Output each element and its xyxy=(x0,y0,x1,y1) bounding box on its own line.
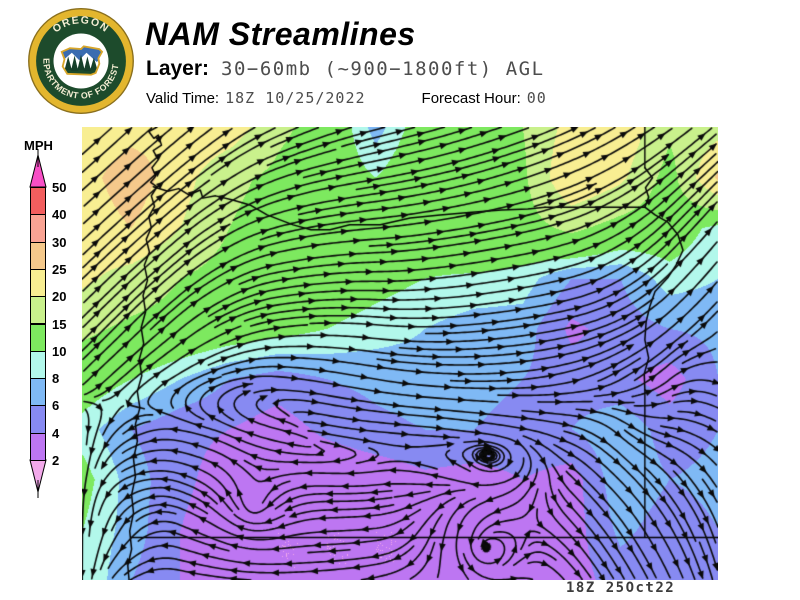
legend-tick-label: 30 xyxy=(52,234,67,250)
legend-band xyxy=(30,241,46,270)
forecast-hour-value: 00 xyxy=(526,89,547,107)
layer-row: Layer: 30−60mb (~900−1800ft) AGL xyxy=(146,57,545,81)
wind-speed-legend: MPH 50 40 30 25 20 15 10 8 6 4 2 xyxy=(18,138,82,503)
legend-tick-label: 4 xyxy=(52,425,60,441)
legend-band xyxy=(30,405,46,434)
logo-oregon-scene xyxy=(61,46,103,75)
legend-tick-label: 40 xyxy=(52,207,67,223)
layer-label: Layer: xyxy=(146,57,210,80)
legend-tick-label: 15 xyxy=(52,316,67,332)
valid-time-row: Valid Time: 18Z 10/25/2022 Forecast Hour… xyxy=(146,89,547,107)
page-title: NAM Streamlines xyxy=(145,16,416,52)
legend-tick-label: 2 xyxy=(52,453,60,468)
legend-band xyxy=(30,350,46,380)
legend-tick-label: 10 xyxy=(52,343,67,359)
legend-band xyxy=(30,187,46,216)
logo-state-outline xyxy=(60,45,104,76)
legend-tick-label: 8 xyxy=(52,371,60,387)
legend-tick-label: 50 xyxy=(52,180,67,195)
forecast-hour-label: Forecast Hour: xyxy=(421,90,521,107)
legend-tick-label: 6 xyxy=(52,398,60,414)
legend-band xyxy=(30,268,46,298)
legend-tick-label: 25 xyxy=(52,261,67,277)
streamline-map xyxy=(82,127,718,580)
legend-band xyxy=(30,296,46,325)
map-timestamp: 18Z 25Oct22 xyxy=(566,580,676,596)
legend-band xyxy=(30,378,46,407)
legend-band xyxy=(30,214,46,243)
layer-value: 30−60mb (~900−1800ft) AGL xyxy=(221,58,545,80)
odf-logo: OREGON DEPARTMENT OF FORESTRY xyxy=(26,6,134,114)
legend-band xyxy=(30,323,46,352)
valid-time-label: Valid Time: xyxy=(146,90,220,107)
legend-title: MPH xyxy=(24,138,53,153)
valid-time-value: 18Z 10/25/2022 xyxy=(225,89,366,107)
legend-tick-label: 20 xyxy=(52,289,67,305)
legend-band xyxy=(30,432,46,461)
